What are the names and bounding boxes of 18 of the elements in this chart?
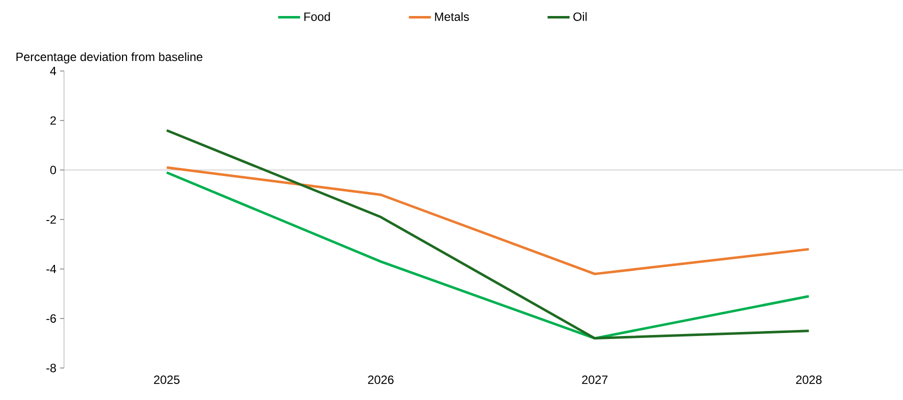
- legend-label: Food: [304, 12, 330, 21]
- y-tick-label: -8: [46, 364, 56, 372]
- y-axis-title: Percentage deviation from baseline: [16, 52, 202, 64]
- line-series: [165, 171, 810, 340]
- line-series: [165, 129, 810, 340]
- x-tick-label: 2026: [368, 376, 394, 384]
- y-tick-label: -4: [46, 264, 56, 274]
- y-tick-label: 0: [50, 166, 56, 174]
- x-tick-label: 2027: [582, 376, 608, 384]
- legend-label: Oil: [573, 12, 587, 21]
- y-tick-label: -2: [46, 215, 56, 224]
- y-tick-label: 2: [50, 116, 56, 125]
- line-series: [165, 166, 810, 276]
- x-tick-label: 2028: [796, 376, 822, 384]
- y-tick-label: -6: [46, 314, 56, 323]
- y-tick-label: 4: [50, 66, 56, 76]
- x-tick-label: 2025: [154, 376, 180, 384]
- legend-label: Metals: [435, 12, 469, 21]
